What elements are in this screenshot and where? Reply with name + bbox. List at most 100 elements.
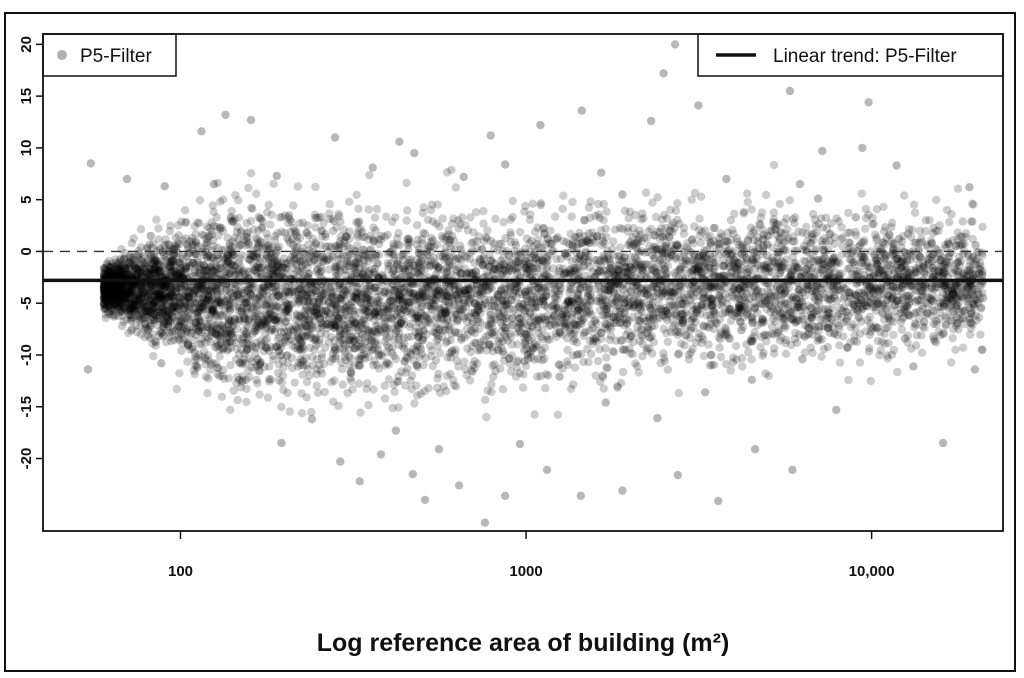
cloud-dot xyxy=(572,233,582,242)
cloud-dot xyxy=(225,337,234,346)
cloud-dot xyxy=(274,360,283,369)
cloud-dot xyxy=(810,292,819,301)
cloud-dot xyxy=(327,320,336,330)
cloud-dot xyxy=(132,265,142,274)
cloud-dot xyxy=(735,302,744,311)
cloud-dot xyxy=(624,327,633,336)
cloud-dot xyxy=(783,225,792,234)
cloud-dot xyxy=(342,232,351,241)
cloud-dot xyxy=(487,256,496,265)
cloud-dot xyxy=(793,303,802,312)
cloud-dot xyxy=(287,217,296,226)
cloud-dot xyxy=(352,282,361,292)
cloud-dot xyxy=(833,331,842,340)
cloud-dot xyxy=(148,303,157,312)
cloud-dot xyxy=(197,230,207,239)
cloud-dot xyxy=(598,233,607,242)
cloud-dot xyxy=(978,251,987,260)
cloud-dot xyxy=(395,241,405,250)
cloud-dot xyxy=(674,321,683,331)
cloud-dot xyxy=(665,226,674,235)
cloud-dot xyxy=(563,345,572,355)
cloud-dot xyxy=(680,341,689,350)
cloud-dot xyxy=(391,304,400,313)
cloud-dot xyxy=(115,294,125,304)
cloud-dot xyxy=(596,261,605,271)
cloud-dot xyxy=(868,286,878,296)
cloud-dot xyxy=(720,271,729,281)
cloud-dot xyxy=(149,299,159,308)
cloud-dot xyxy=(349,262,358,271)
cloud-dot xyxy=(269,265,278,274)
cloud-dot xyxy=(191,318,200,327)
figure-frame xyxy=(4,12,1016,672)
cloud-dot xyxy=(710,283,719,292)
cloud-dot xyxy=(616,243,625,252)
cloud-dot xyxy=(100,289,109,298)
cloud-dot xyxy=(694,329,704,338)
cloud-dot xyxy=(569,380,578,389)
cloud-dot xyxy=(156,294,165,303)
cloud-dot xyxy=(488,342,497,352)
cloud-dot xyxy=(331,322,341,331)
cloud-dot xyxy=(444,301,454,310)
cloud-dot xyxy=(277,402,286,412)
cloud-dot xyxy=(303,327,312,337)
cloud-dot xyxy=(362,289,371,298)
cloud-dot xyxy=(838,306,847,315)
cloud-dot xyxy=(668,288,678,297)
cloud-dot xyxy=(255,390,264,399)
cloud-dot xyxy=(327,300,336,309)
cloud-dot xyxy=(731,253,741,262)
cloud-dot xyxy=(242,397,251,407)
cloud-dot xyxy=(847,299,856,309)
cloud-dot xyxy=(331,345,340,354)
cloud-dot xyxy=(197,280,206,289)
cloud-dot xyxy=(151,316,160,325)
cloud-dot xyxy=(137,254,146,263)
cloud-dot xyxy=(962,296,972,306)
cloud-dot xyxy=(691,317,700,327)
cloud-dot xyxy=(897,325,907,334)
cloud-dot xyxy=(353,232,363,242)
cloud-dot xyxy=(441,243,450,252)
cloud-dot xyxy=(889,345,899,355)
cloud-dot xyxy=(871,303,880,312)
cloud-dot xyxy=(849,307,858,316)
cloud-dot xyxy=(104,256,114,266)
cloud-dot xyxy=(971,295,980,304)
cloud-dot xyxy=(352,294,361,304)
cloud-dot xyxy=(737,353,747,363)
cloud-dot xyxy=(434,286,443,295)
cloud-dot xyxy=(279,385,288,395)
cloud-dot xyxy=(254,212,263,222)
cloud-dot xyxy=(560,306,569,315)
cloud-dot xyxy=(140,307,149,316)
cloud-dot xyxy=(115,286,124,296)
cloud-dot xyxy=(815,293,824,303)
cloud-dot xyxy=(155,268,164,277)
cloud-dot xyxy=(285,322,294,332)
cloud-dot xyxy=(807,239,816,248)
cloud-dot xyxy=(810,285,819,294)
cloud-dot xyxy=(777,286,786,295)
cloud-dot xyxy=(873,336,883,346)
cloud-dot xyxy=(592,232,602,241)
cloud-dot xyxy=(289,224,298,233)
cloud-dot xyxy=(542,332,552,341)
cloud-dot xyxy=(581,251,590,261)
cloud-dot xyxy=(598,237,608,246)
cloud-dot xyxy=(161,306,170,315)
cloud-dot xyxy=(956,293,965,302)
cloud-dot xyxy=(414,258,423,267)
cloud-dot xyxy=(322,306,332,315)
cloud-dot xyxy=(208,282,217,291)
cloud-dot xyxy=(703,233,712,242)
cloud-dot xyxy=(934,271,943,281)
cloud-dot xyxy=(414,331,423,341)
cloud-dot xyxy=(111,286,121,295)
cloud-dot xyxy=(203,251,213,260)
cloud-dot xyxy=(283,388,292,398)
cloud-dot xyxy=(369,307,379,317)
